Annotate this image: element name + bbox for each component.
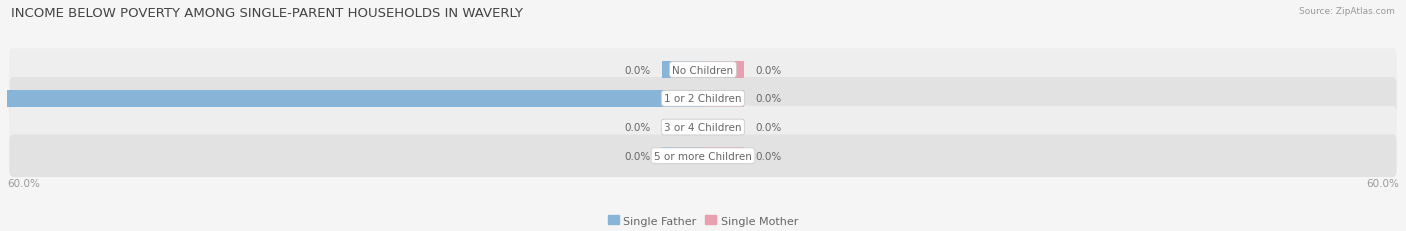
- Text: INCOME BELOW POVERTY AMONG SINGLE-PARENT HOUSEHOLDS IN WAVERLY: INCOME BELOW POVERTY AMONG SINGLE-PARENT…: [11, 7, 523, 20]
- Text: 0.0%: 0.0%: [624, 151, 651, 161]
- Bar: [703, 62, 744, 79]
- FancyBboxPatch shape: [10, 135, 1396, 177]
- Bar: [7, 91, 703, 107]
- Bar: [662, 148, 703, 164]
- Text: 3 or 4 Children: 3 or 4 Children: [664, 122, 742, 132]
- Legend: Single Father, Single Mother: Single Father, Single Mother: [603, 211, 803, 230]
- Bar: [703, 119, 744, 136]
- Bar: [703, 148, 744, 164]
- Text: 0.0%: 0.0%: [755, 122, 782, 132]
- Text: 5 or more Children: 5 or more Children: [654, 151, 752, 161]
- FancyBboxPatch shape: [10, 49, 1396, 91]
- Text: 1 or 2 Children: 1 or 2 Children: [664, 94, 742, 104]
- Text: 60.0%: 60.0%: [1367, 178, 1399, 188]
- Text: No Children: No Children: [672, 65, 734, 75]
- FancyBboxPatch shape: [10, 78, 1396, 120]
- FancyBboxPatch shape: [10, 106, 1396, 149]
- Text: 0.0%: 0.0%: [755, 151, 782, 161]
- Text: 60.0%: 60.0%: [7, 178, 39, 188]
- Text: Source: ZipAtlas.com: Source: ZipAtlas.com: [1299, 7, 1395, 16]
- Text: 0.0%: 0.0%: [755, 65, 782, 75]
- Bar: [662, 119, 703, 136]
- Text: 0.0%: 0.0%: [755, 94, 782, 104]
- Text: 0.0%: 0.0%: [624, 122, 651, 132]
- Bar: [703, 91, 744, 107]
- Bar: [662, 62, 703, 79]
- Text: 0.0%: 0.0%: [624, 65, 651, 75]
